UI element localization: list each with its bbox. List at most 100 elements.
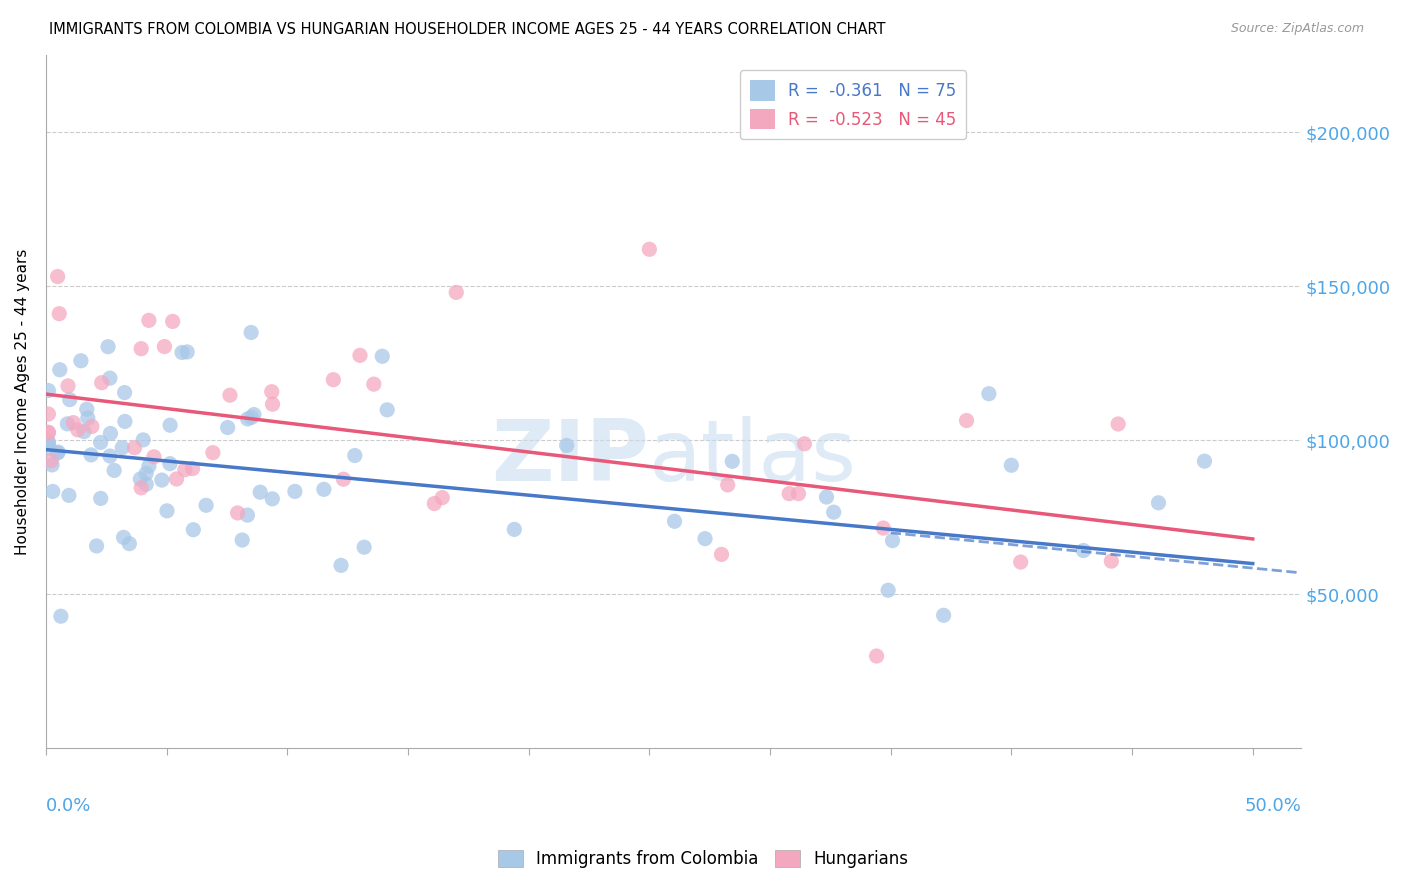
Point [59,392,82,407]
Point [432,491,454,505]
Point [181,461,204,475]
Point [823,505,845,519]
Point [872,521,894,535]
Point [129,481,152,495]
Point [236,508,259,522]
Point [423,496,446,510]
Point [37,425,59,440]
Point [240,326,263,340]
Point [58,488,80,502]
Point [138,459,160,474]
Point [236,412,259,426]
Point [150,473,173,487]
Point [693,532,716,546]
Point [76,402,98,417]
Text: ZIP: ZIP [491,416,648,499]
Point [231,533,253,547]
Point [793,437,815,451]
Point [142,450,165,464]
Point [132,433,155,447]
Point [111,441,134,455]
Point [181,523,204,537]
Point [312,483,335,497]
Point [135,467,157,481]
Point [249,485,271,500]
Point [62,416,84,430]
Point [217,420,239,434]
Text: atlas: atlas [648,416,856,499]
Point [138,313,160,327]
Point [159,457,181,471]
Point [129,472,152,486]
Point [37,436,59,450]
Point [882,533,904,548]
Point [124,441,146,455]
Point [49,609,72,624]
Text: 0.0%: 0.0% [46,797,91,815]
Point [330,558,353,573]
Point [129,342,152,356]
Point [1147,496,1170,510]
Point [46,445,69,459]
Point [37,425,59,440]
Point [322,373,344,387]
Point [1010,555,1032,569]
Point [262,491,284,506]
Legend: R =  -0.361   N = 75, R =  -0.523   N = 45: R = -0.361 N = 75, R = -0.523 N = 45 [740,70,966,139]
Point [46,446,69,460]
Point [446,285,468,300]
Point [118,536,141,550]
Point [638,242,661,256]
Legend: Immigrants from Colombia, Hungarians: Immigrants from Colombia, Hungarians [491,843,915,875]
Point [243,408,266,422]
Point [977,386,1000,401]
Point [815,490,838,504]
Point [1000,458,1022,473]
Point [42,484,65,499]
Point [932,608,955,623]
Point [156,504,179,518]
Point [1194,454,1216,468]
Point [56,417,79,431]
Point [153,340,176,354]
Point [778,486,800,500]
Point [1073,543,1095,558]
Point [332,472,354,486]
Point [37,384,59,398]
Point [162,314,184,328]
Point [80,448,103,462]
Point [98,449,121,463]
Point [877,583,900,598]
Point [1107,417,1129,431]
Point [721,454,744,468]
Point [787,486,810,500]
Point [343,449,366,463]
Point [363,377,385,392]
Point [41,458,63,472]
Point [37,407,59,421]
Point [98,371,121,385]
Point [56,379,79,393]
Point [664,514,686,528]
Point [86,539,108,553]
Point [226,506,249,520]
Point [46,269,69,284]
Point [80,419,103,434]
Point [219,388,242,402]
Point [375,402,398,417]
Point [66,423,89,437]
Point [260,384,283,399]
Point [100,426,122,441]
Point [166,472,188,486]
Point [284,484,307,499]
Y-axis label: Householder Income Ages 25 - 44 years: Householder Income Ages 25 - 44 years [15,249,30,555]
Point [76,411,98,425]
Point [70,353,93,368]
Point [38,442,60,456]
Point [90,435,112,450]
Point [201,445,224,459]
Text: Source: ZipAtlas.com: Source: ZipAtlas.com [1230,22,1364,36]
Point [114,385,136,400]
Point [159,418,181,433]
Point [555,438,578,452]
